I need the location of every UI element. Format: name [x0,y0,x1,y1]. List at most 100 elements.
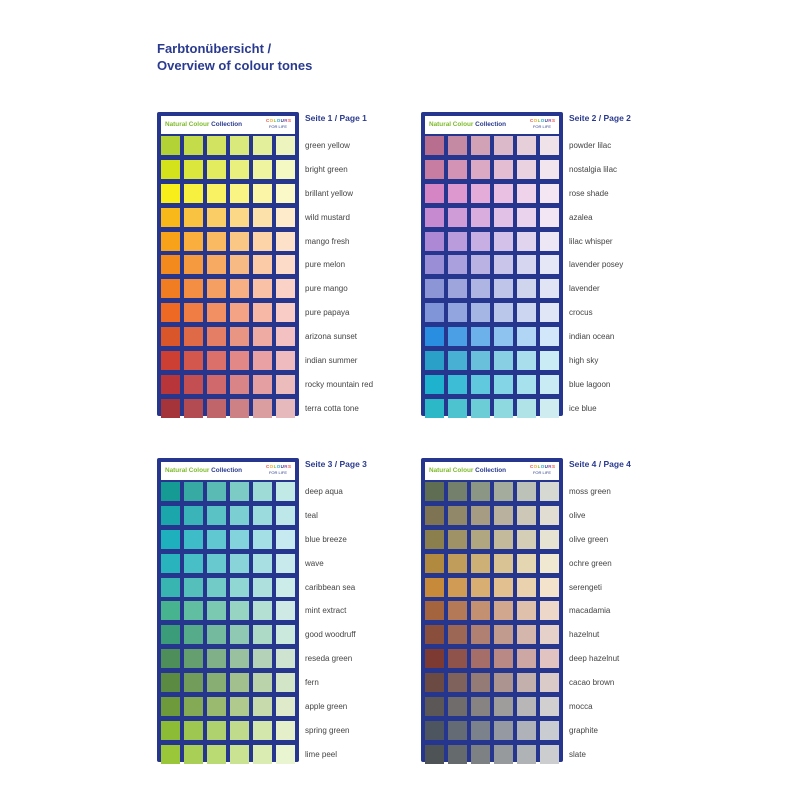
swatch-row [161,136,295,155]
colour-swatch [517,625,536,645]
colour-swatch [471,374,490,394]
colours-for-life-logo: COLOURS FOR LIFE [530,464,556,475]
colour-swatch [448,398,467,418]
colour-swatch [540,744,559,764]
colour-swatch [448,136,467,155]
colour-swatch [161,649,180,669]
colour-swatch [448,601,467,621]
colour-swatch [425,601,444,621]
swatch-grid [161,136,295,423]
colour-swatch [494,625,513,645]
swatch-row [161,720,295,740]
colour-swatch [540,553,559,573]
colour-swatch [253,183,272,203]
colour-swatch [253,351,272,371]
colour-swatch [230,279,249,299]
brand-logo: Natural Colour Collection [165,121,242,128]
colour-swatch [161,697,180,717]
swatch-row [161,183,295,203]
colour-swatch [230,625,249,645]
colour-swatch [448,577,467,597]
colour-swatch [276,207,295,227]
colour-swatch [161,601,180,621]
colour-swatch [494,553,513,573]
colour-swatch [540,207,559,227]
colour-page-4: Natural Colour Collection COLOURS FOR LIFE… [421,458,681,768]
colour-swatch [448,553,467,573]
colour-swatch [161,255,180,275]
colour-swatch [161,136,180,155]
colour-swatch [448,505,467,525]
colour-swatch [253,553,272,573]
colour-swatch [494,183,513,203]
colour-swatch [253,529,272,549]
colour-name: cacao brown [569,678,615,688]
colour-swatch [276,529,295,549]
colour-swatch [184,601,203,621]
colour-name: fern [305,678,319,688]
colour-swatch [276,255,295,275]
colour-swatch [517,279,536,299]
colour-swatch [471,482,490,501]
colour-swatch [540,697,559,717]
swatch-row [161,553,295,573]
colour-swatch [540,649,559,669]
colour-swatch [161,183,180,203]
page-title: Farbtonübersicht / Overview of colour to… [157,40,312,74]
colour-swatch [230,183,249,203]
colour-name: green yellow [305,141,350,150]
colour-swatch [253,207,272,227]
title-line-1: Farbtonübersicht / [157,41,272,56]
colour-swatch [494,327,513,347]
swatch-row [425,255,559,275]
colour-swatch [184,207,203,227]
colour-swatch [494,505,513,525]
colour-name: deep aqua [305,487,343,496]
swatch-row [161,303,295,323]
colour-swatch [517,207,536,227]
colour-swatch [425,625,444,645]
title-line-2: Overview of colour tones [157,58,313,73]
colour-name: wild mustard [305,212,350,222]
colour-name: lime peel [305,749,338,759]
colour-swatch [471,279,490,299]
colour-swatch [517,649,536,669]
colour-name: mocca [569,702,593,712]
card-header: Natural Colour Collection COLOURS FOR LIFE [425,116,559,134]
colour-swatch [184,673,203,693]
colour-swatch [494,744,513,764]
swatch-row [425,577,559,597]
swatch-row [425,720,559,740]
colour-swatch [253,697,272,717]
colour-swatch [276,505,295,525]
colour-swatch [494,398,513,418]
colour-swatch [276,279,295,299]
colour-swatch [448,720,467,740]
swatch-row [161,577,295,597]
colour-swatch [540,720,559,740]
colour-swatch [276,697,295,717]
colour-swatch [276,601,295,621]
colour-swatch [207,744,226,764]
colour-swatch [540,279,559,299]
colour-swatch [207,577,226,597]
colour-swatch [161,159,180,179]
colour-swatch [184,577,203,597]
colour-swatch [471,697,490,717]
swatch-row [161,482,295,501]
colour-swatch [517,374,536,394]
colour-swatch [230,303,249,323]
colour-name: terra cotta tone [305,403,359,413]
colour-name-list: deep aqua teal blue breeze wave caribbean se… [305,482,356,769]
colour-name-list: green yellow bright green brillant yellow w… [305,136,373,423]
colour-swatch [207,255,226,275]
colour-swatch [276,159,295,179]
colour-swatch [230,231,249,251]
colour-swatch [230,327,249,347]
colour-swatch [494,279,513,299]
colour-swatch [448,697,467,717]
colour-swatch [425,351,444,371]
colour-swatch [184,303,203,323]
colour-swatch [494,207,513,227]
colour-swatch [471,351,490,371]
